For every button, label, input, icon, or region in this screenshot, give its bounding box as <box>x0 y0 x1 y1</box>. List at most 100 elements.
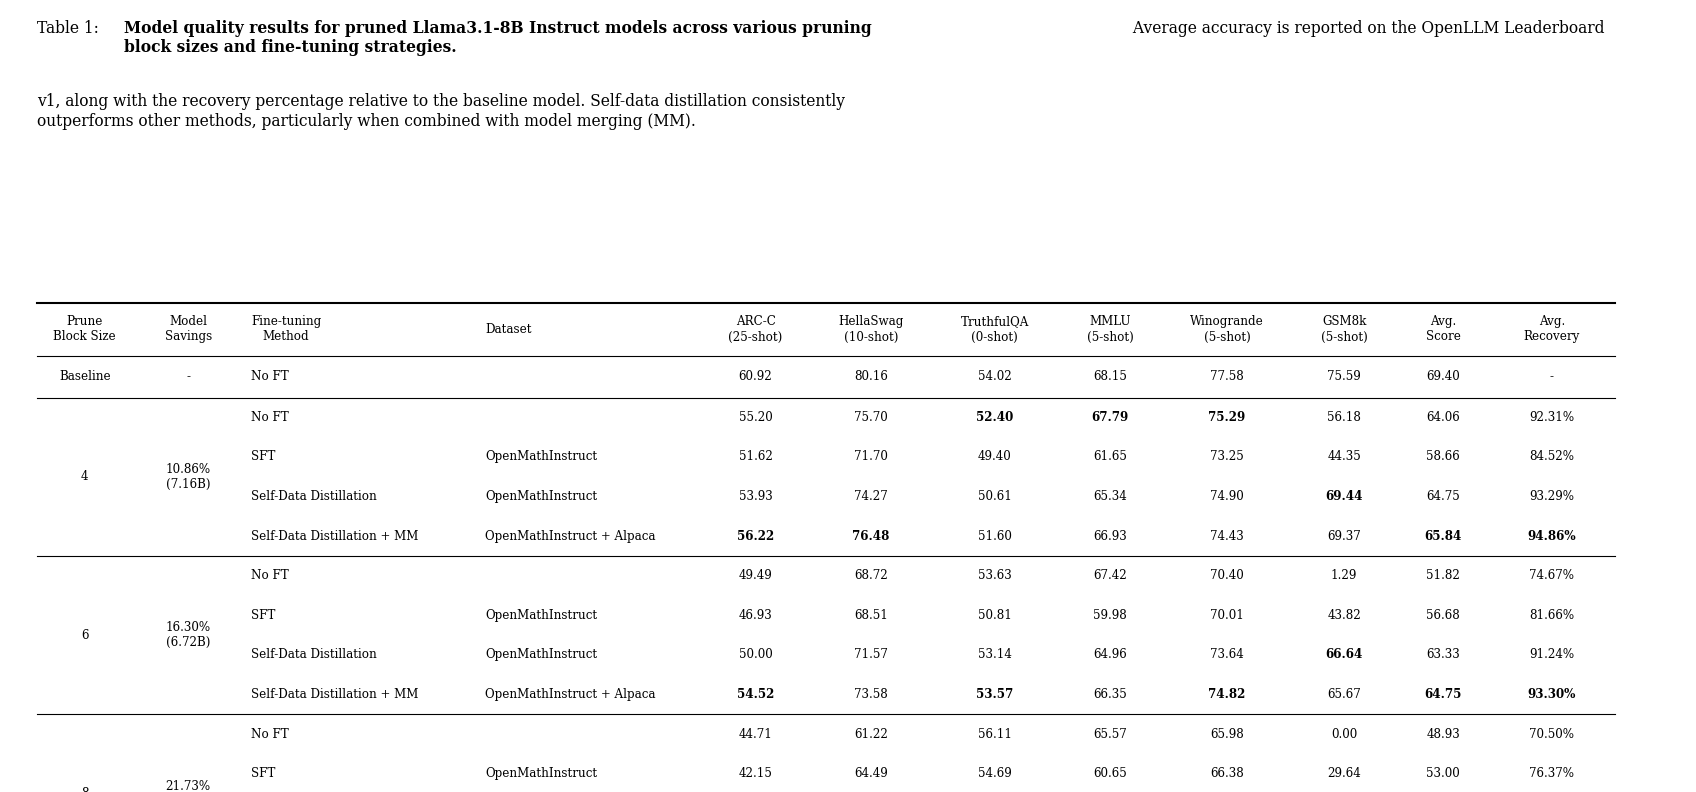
Text: 54.02: 54.02 <box>979 371 1011 383</box>
Text: 74.90: 74.90 <box>1211 490 1243 503</box>
Text: 51.82: 51.82 <box>1426 569 1460 582</box>
Text: 70.40: 70.40 <box>1211 569 1243 582</box>
Text: 53.57: 53.57 <box>977 688 1013 701</box>
Text: 0.00: 0.00 <box>1331 728 1357 741</box>
Text: Baseline: Baseline <box>59 371 110 383</box>
Text: 76.48: 76.48 <box>851 530 890 543</box>
Text: Model
Savings: Model Savings <box>165 315 212 344</box>
Text: 66.93: 66.93 <box>1094 530 1126 543</box>
Text: 53.00: 53.00 <box>1426 767 1460 780</box>
Text: 69.37: 69.37 <box>1328 530 1360 543</box>
Text: 73.25: 73.25 <box>1211 451 1243 463</box>
Text: OpenMathInstruct: OpenMathInstruct <box>485 649 597 661</box>
Text: No FT: No FT <box>251 411 288 424</box>
Text: 53.63: 53.63 <box>979 569 1011 582</box>
Text: 4: 4 <box>81 470 88 483</box>
Text: 69.44: 69.44 <box>1325 490 1364 503</box>
Text: 6: 6 <box>81 629 88 642</box>
Text: 48.93: 48.93 <box>1426 728 1460 741</box>
Text: 55.20: 55.20 <box>739 411 772 424</box>
Text: Self-Data Distillation + MM: Self-Data Distillation + MM <box>251 530 419 543</box>
Text: 51.60: 51.60 <box>979 530 1011 543</box>
Text: SFT: SFT <box>251 451 275 463</box>
Text: 56.22: 56.22 <box>738 530 773 543</box>
Text: 75.70: 75.70 <box>855 411 887 424</box>
Text: Fine-tuning
Method: Fine-tuning Method <box>251 315 321 344</box>
Text: 46.93: 46.93 <box>739 609 772 622</box>
Text: 64.75: 64.75 <box>1425 688 1462 701</box>
Text: 51.62: 51.62 <box>739 451 772 463</box>
Text: 56.11: 56.11 <box>977 728 1013 741</box>
Text: 64.96: 64.96 <box>1094 649 1126 661</box>
Text: 60.92: 60.92 <box>739 371 772 383</box>
Text: OpenMathInstruct: OpenMathInstruct <box>485 609 597 622</box>
Text: 93.30%: 93.30% <box>1528 688 1576 701</box>
Text: 44.71: 44.71 <box>739 728 772 741</box>
Text: Winogrande
(5-shot): Winogrande (5-shot) <box>1191 315 1264 344</box>
Text: Average accuracy is reported on the OpenLLM Leaderboard: Average accuracy is reported on the Open… <box>1128 20 1604 36</box>
Text: 73.64: 73.64 <box>1211 649 1243 661</box>
Text: 68.15: 68.15 <box>1094 371 1126 383</box>
Text: 70.50%: 70.50% <box>1530 728 1574 741</box>
Text: 60.65: 60.65 <box>1094 767 1126 780</box>
Text: No FT: No FT <box>251 728 288 741</box>
Text: 50.61: 50.61 <box>979 490 1011 503</box>
Text: 94.86%: 94.86% <box>1528 530 1576 543</box>
Text: Model quality results for pruned Llama3.1-8B Instruct models across various prun: Model quality results for pruned Llama3.… <box>124 20 872 56</box>
Text: 73.58: 73.58 <box>855 688 887 701</box>
Text: 91.24%: 91.24% <box>1530 649 1574 661</box>
Text: Self-Data Distillation + MM: Self-Data Distillation + MM <box>251 688 419 701</box>
Text: 70.01: 70.01 <box>1211 609 1243 622</box>
Text: 76.37%: 76.37% <box>1530 767 1574 780</box>
Text: Table 1:: Table 1: <box>37 20 103 36</box>
Text: 1.29: 1.29 <box>1331 569 1357 582</box>
Text: 65.57: 65.57 <box>1094 728 1126 741</box>
Text: 71.70: 71.70 <box>855 451 887 463</box>
Text: 66.35: 66.35 <box>1094 688 1126 701</box>
Text: ARC-C
(25-shot): ARC-C (25-shot) <box>729 315 782 344</box>
Text: 66.38: 66.38 <box>1211 767 1243 780</box>
Text: Self-Data Distillation: Self-Data Distillation <box>251 649 377 661</box>
Text: 43.82: 43.82 <box>1328 609 1360 622</box>
Text: 42.15: 42.15 <box>739 767 772 780</box>
Text: HellaSwag
(10-shot): HellaSwag (10-shot) <box>838 315 904 344</box>
Text: 77.58: 77.58 <box>1211 371 1243 383</box>
Text: 67.42: 67.42 <box>1094 569 1126 582</box>
Text: 84.52%: 84.52% <box>1530 451 1574 463</box>
Text: 21.73%
(6.29B): 21.73% (6.29B) <box>166 779 210 792</box>
Text: 56.68: 56.68 <box>1426 609 1460 622</box>
Text: 63.33: 63.33 <box>1426 649 1460 661</box>
Text: 64.75: 64.75 <box>1426 490 1460 503</box>
Text: 65.98: 65.98 <box>1211 728 1243 741</box>
Text: 81.66%: 81.66% <box>1530 609 1574 622</box>
Text: OpenMathInstruct: OpenMathInstruct <box>485 767 597 780</box>
Text: Dataset: Dataset <box>485 323 531 336</box>
Text: -: - <box>1550 371 1554 383</box>
Text: 71.57: 71.57 <box>855 649 887 661</box>
Text: 56.18: 56.18 <box>1328 411 1360 424</box>
Text: 74.27: 74.27 <box>855 490 887 503</box>
Text: 53.14: 53.14 <box>979 649 1011 661</box>
Text: 66.64: 66.64 <box>1325 649 1364 661</box>
Text: 58.66: 58.66 <box>1426 451 1460 463</box>
Text: 59.98: 59.98 <box>1094 609 1126 622</box>
Text: 61.22: 61.22 <box>855 728 887 741</box>
Text: 54.69: 54.69 <box>979 767 1011 780</box>
Text: SFT: SFT <box>251 609 275 622</box>
Text: 74.43: 74.43 <box>1211 530 1243 543</box>
Text: 54.52: 54.52 <box>736 688 775 701</box>
Text: 64.06: 64.06 <box>1426 411 1460 424</box>
Text: 64.49: 64.49 <box>855 767 887 780</box>
Text: TruthfulQA
(0-shot): TruthfulQA (0-shot) <box>960 315 1029 344</box>
Text: OpenMathInstruct: OpenMathInstruct <box>485 451 597 463</box>
Text: 29.64: 29.64 <box>1328 767 1360 780</box>
Text: 74.82: 74.82 <box>1208 688 1247 701</box>
Text: GSM8k
(5-shot): GSM8k (5-shot) <box>1321 315 1367 344</box>
Text: 8: 8 <box>81 787 88 792</box>
Text: 75.59: 75.59 <box>1328 371 1360 383</box>
Text: 53.93: 53.93 <box>739 490 772 503</box>
Text: 80.16: 80.16 <box>855 371 887 383</box>
Text: 93.29%: 93.29% <box>1530 490 1574 503</box>
Text: 16.30%
(6.72B): 16.30% (6.72B) <box>166 621 210 649</box>
Text: 50.00: 50.00 <box>739 649 772 661</box>
